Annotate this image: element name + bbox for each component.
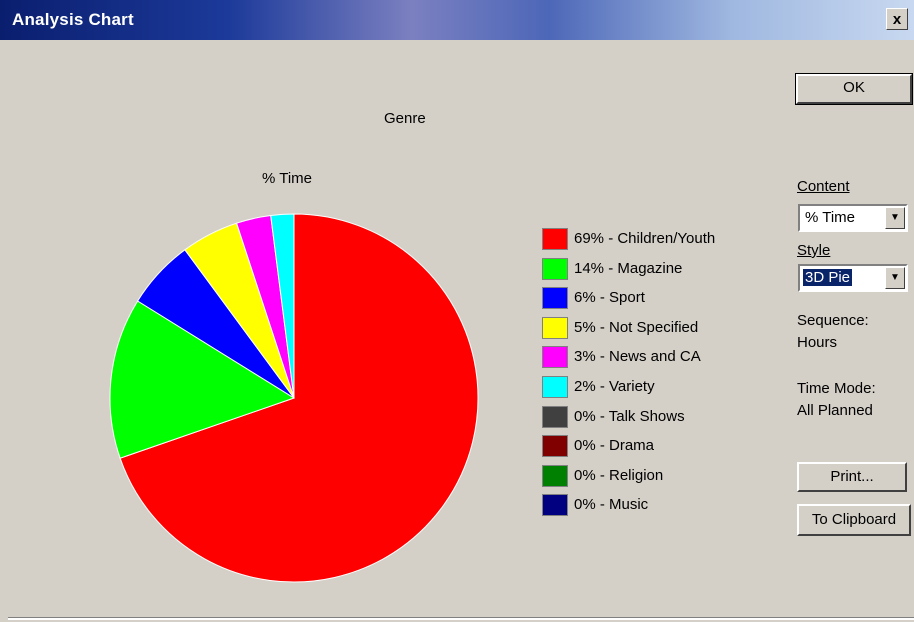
- legend-label: 69% - Children/Youth: [574, 230, 716, 247]
- close-icon: x: [892, 11, 902, 28]
- legend-label: 14% - Magazine: [574, 260, 683, 277]
- legend-item: 0% - Music: [542, 492, 782, 522]
- legend-item: 5% - Not Specified: [542, 315, 782, 345]
- content-label: Content: [797, 178, 850, 195]
- legend-swatch: [542, 346, 568, 368]
- style-label: Style: [797, 242, 831, 259]
- legend-item: 14% - Magazine: [542, 256, 782, 286]
- style-select-value: 3D Pie: [803, 269, 853, 286]
- legend-swatch: [542, 494, 568, 516]
- legend-label: 3% - News and CA: [574, 348, 701, 365]
- legend-item: 0% - Drama: [542, 433, 782, 463]
- legend-label: 2% - Variety: [574, 378, 655, 395]
- legend-swatch: [542, 228, 568, 250]
- sequence-value: Hours: [797, 334, 838, 351]
- legend-item: 3% - News and CA: [542, 344, 782, 374]
- legend-label: 0% - Talk Shows: [574, 408, 685, 425]
- print-button[interactable]: Print...: [797, 462, 907, 492]
- legend-item: 0% - Religion: [542, 463, 782, 493]
- close-button[interactable]: x: [886, 8, 908, 30]
- legend-swatch: [542, 435, 568, 457]
- chevron-down-icon[interactable]: ▼: [885, 267, 905, 289]
- legend-swatch: [542, 465, 568, 487]
- legend-label: 0% - Drama: [574, 437, 655, 454]
- title-bar: Analysis Chart x: [0, 0, 914, 40]
- chart-subtitle: % Time: [262, 170, 313, 187]
- content-select-value: % Time: [805, 209, 856, 226]
- window-title: Analysis Chart: [12, 10, 134, 29]
- chevron-down-icon[interactable]: ▼: [885, 207, 905, 229]
- legend-swatch: [542, 258, 568, 280]
- legend-label: 5% - Not Specified: [574, 319, 699, 336]
- legend-swatch: [542, 287, 568, 309]
- legend-swatch: [542, 317, 568, 339]
- legend-swatch: [542, 376, 568, 398]
- time-mode-value: All Planned: [797, 402, 873, 419]
- to-clipboard-button[interactable]: To Clipboard: [797, 504, 911, 536]
- legend-swatch: [542, 406, 568, 428]
- legend-label: 0% - Music: [574, 496, 649, 513]
- legend-label: 0% - Religion: [574, 467, 664, 484]
- ok-button[interactable]: OK: [795, 73, 913, 105]
- legend-item: 2% - Variety: [542, 374, 782, 404]
- pie-slice-variety: [270, 213, 295, 399]
- legend-item: 69% - Children/Youth: [542, 226, 782, 256]
- pie-chart: [109, 213, 479, 583]
- style-select[interactable]: 3D Pie ▼: [798, 264, 908, 292]
- sequence-label: Sequence:: [797, 312, 869, 329]
- content-select[interactable]: % Time ▼: [798, 204, 908, 232]
- legend-item: 0% - Talk Shows: [542, 404, 782, 434]
- chart-title: Genre: [384, 110, 426, 127]
- time-mode-label: Time Mode:: [797, 380, 876, 397]
- pie-slice-magazine: [109, 300, 296, 459]
- legend-item: 6% - Sport: [542, 285, 782, 315]
- pie-slice-children-youth: [119, 213, 479, 583]
- legend-label: 6% - Sport: [574, 289, 645, 306]
- bottom-divider: [8, 617, 914, 620]
